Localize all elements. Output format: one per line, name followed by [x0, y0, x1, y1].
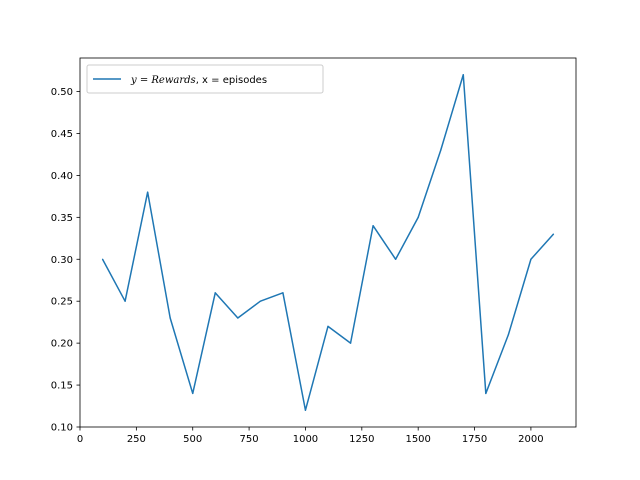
y-tick-label: 0.50: [51, 87, 73, 98]
axes-frame: [79, 57, 577, 428]
data-point: [530, 258, 532, 260]
data-point: [192, 392, 194, 395]
data-point: [485, 392, 487, 395]
y-tick-label: 0.10: [51, 423, 73, 434]
legend-label-eq: =: [137, 75, 152, 86]
data-point: [214, 292, 216, 294]
data-point: [372, 225, 374, 227]
x-tick-label: 500: [183, 434, 202, 445]
data-point: [101, 258, 104, 260]
series-layer: [101, 74, 555, 411]
data-point: [395, 258, 397, 260]
y-tick-label: 0.20: [51, 339, 73, 350]
legend: y = Rewards, x = episodes: [86, 64, 324, 94]
x-tick-label: 1250: [349, 434, 374, 445]
data-point: [327, 325, 329, 327]
x-tick-label: 250: [127, 434, 146, 445]
y-tick-label: 0.40: [51, 171, 73, 182]
x-tick-label: 2000: [518, 434, 543, 445]
data-point: [552, 233, 555, 235]
legend-box: [86, 64, 324, 94]
data-point: [259, 300, 261, 302]
data-point: [440, 149, 442, 151]
data-point: [507, 334, 509, 336]
y-tick-label: 0.45: [51, 129, 73, 140]
data-point: [124, 300, 126, 302]
data-point: [147, 191, 149, 193]
data-point: [169, 317, 171, 319]
legend-label-rewards: Rewards: [150, 75, 195, 86]
data-point: [237, 317, 239, 319]
x-tick-label: 1000: [293, 434, 318, 445]
x-tick-label: 750: [240, 434, 259, 445]
plot-area: 0 250 500 750 1000 1250 1500 1750 2000 0.100.150…: [51, 57, 577, 445]
x-tick-label: 0: [77, 434, 83, 445]
x-tick-label: 1750: [462, 434, 487, 445]
data-point: [282, 292, 284, 294]
y-tick-label: 0.25: [51, 297, 73, 308]
legend-label-rest: , x = episodes: [196, 75, 267, 86]
legend-label: y = Rewards, x = episodes: [130, 75, 267, 86]
y-tick-label: 0.15: [51, 381, 73, 392]
y-axis: 0.10 0.15 0.20 0.25 0.30 0.35 0.40 0.45 0.50: [51, 87, 80, 434]
x-axis: 0 250 500 750 1000 1250 1500 1750 2000: [77, 427, 544, 445]
data-point: [417, 216, 419, 218]
legend-label-y: y: [130, 75, 137, 86]
data-point: [304, 409, 307, 411]
x-tick-label: 1500: [405, 434, 430, 445]
y-tick-label: 0.35: [51, 213, 73, 224]
y-tick-label: 0.30: [51, 255, 73, 266]
data-point: [349, 342, 352, 344]
data-point: [462, 74, 464, 76]
